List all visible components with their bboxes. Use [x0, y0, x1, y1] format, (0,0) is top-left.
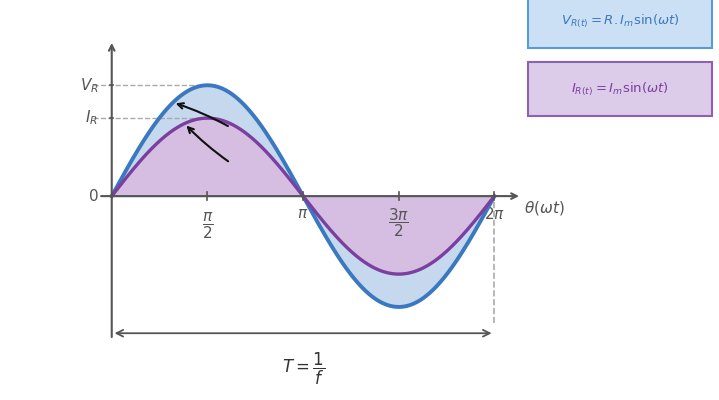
Text: $V_{R(t)} = R.I_m\mathrm{sin}(\omega t)$: $V_{R(t)} = R.I_m\mathrm{sin}(\omega t)$ — [561, 12, 679, 30]
Text: $\dfrac{3\pi}{2}$: $\dfrac{3\pi}{2}$ — [388, 206, 409, 239]
Text: $I_R$: $I_R$ — [86, 109, 99, 128]
Text: $2\pi$: $2\pi$ — [484, 206, 505, 222]
Text: $V_R$: $V_R$ — [80, 76, 99, 95]
Text: $0$: $0$ — [88, 188, 99, 204]
Text: $I_{R(t)} = I_m\mathrm{sin}(\omega t)$: $I_{R(t)} = I_m\mathrm{sin}(\omega t)$ — [572, 80, 669, 98]
Text: $\dfrac{\pi}{2}$: $\dfrac{\pi}{2}$ — [201, 211, 214, 241]
Text: $\theta(\omega t)$: $\theta(\omega t)$ — [523, 200, 564, 218]
Text: $T = \dfrac{1}{f}$: $T = \dfrac{1}{f}$ — [282, 351, 325, 388]
Text: $\pi$: $\pi$ — [298, 206, 308, 221]
